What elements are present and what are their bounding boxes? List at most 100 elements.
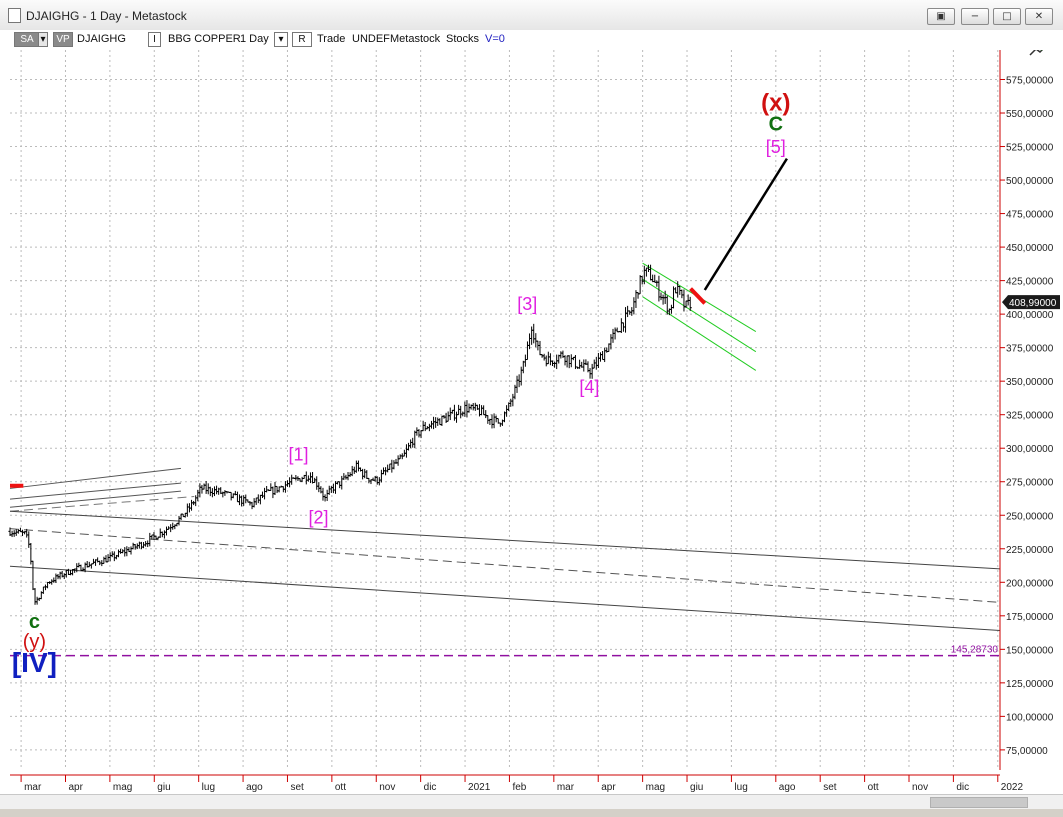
- x-tick-label: giu: [157, 782, 170, 793]
- maximize-button[interactable]: □: [993, 8, 1021, 25]
- y-tick-label: 525,00000: [1006, 143, 1054, 154]
- chart-grid: [10, 50, 1000, 770]
- x-tick-label: mar: [24, 782, 42, 793]
- stocks-label: Stocks: [446, 33, 480, 45]
- minimize-button[interactable]: −: [961, 8, 989, 25]
- y-tick-label: 350,00000: [1006, 377, 1054, 388]
- x-tick-label: dic: [956, 782, 969, 793]
- x-tick-label: giu: [690, 782, 703, 793]
- window-title: DJAIGHG - 1 Day - Metastock: [26, 9, 187, 23]
- metastock-label: Metastock: [390, 33, 441, 45]
- y-tick-label: 200,00000: [1006, 578, 1054, 589]
- trend-middle-dash: [9, 528, 1001, 603]
- y-axis-ticks: 575,00000 550,00000 525,00000 500,00000 475,…: [1000, 75, 1054, 757]
- title-bar: DJAIGHG - 1 Day - Metastock ▣ − □ ✕: [0, 0, 1063, 31]
- x-tick-label: nov: [912, 782, 928, 793]
- y-tick-label: 375,00000: [1006, 344, 1054, 355]
- x-tick-label: mag: [646, 782, 665, 793]
- x-tick-label: apr: [601, 782, 616, 793]
- sa-dropdown-icon[interactable]: ▾: [38, 32, 48, 47]
- trade-label[interactable]: Trade: [317, 33, 346, 45]
- y-tick-label: 575,00000: [1006, 75, 1054, 86]
- price-chart[interactable]: [1] [2] [3] [4] [5]C(x) c(y)[IV] 575,00000 550…: [0, 30, 1063, 802]
- y-tick-label: 550,00000: [1006, 109, 1054, 120]
- y-tick-label: 500,00000: [1006, 176, 1054, 187]
- y-tick-label: 150,00000: [1006, 645, 1054, 656]
- x-tick-label: ott: [335, 782, 346, 793]
- y-tick-label: 425,00000: [1006, 277, 1054, 288]
- fan-upper-dash: [9, 495, 195, 512]
- y-tick-label: 125,00000: [1006, 679, 1054, 690]
- y-tick-label: 450,00000: [1006, 243, 1054, 254]
- sa-button[interactable]: SA: [14, 32, 40, 47]
- x-tick-label: 2021: [468, 782, 491, 793]
- x-tick-label: mar: [557, 782, 575, 793]
- y-tick-label: 400,00000: [1006, 310, 1054, 321]
- chart-background: [0, 30, 1063, 802]
- period-dropdown-icon[interactable]: ▾: [274, 32, 288, 47]
- chart-toolbar: SA ▾ VP DJAIGHG I BBG COPPER 1 Day ▾ R T…: [0, 30, 1063, 50]
- wave-label: [IV]: [12, 647, 57, 678]
- price-bars: [8, 264, 692, 605]
- undef-label: UNDEF: [352, 33, 390, 45]
- wave-label: c: [29, 611, 40, 633]
- projection: [703, 157, 788, 291]
- wave-label: [3]: [517, 294, 537, 314]
- window-bottom-border: [0, 809, 1063, 817]
- wave-label: [4]: [579, 377, 599, 397]
- x-tick-label: set: [290, 782, 304, 793]
- i-box[interactable]: I: [148, 32, 161, 47]
- channel-mid: [642, 278, 757, 353]
- x-tick-label: mag: [113, 782, 132, 793]
- symbol-label[interactable]: DJAIGHG: [77, 33, 126, 45]
- document-icon: [8, 8, 21, 23]
- y-tick-label: 300,00000: [1006, 444, 1054, 455]
- x-tick-label: feb: [512, 782, 526, 793]
- x-tick-label: ago: [779, 782, 796, 793]
- y-tick-label: 250,00000: [1006, 511, 1054, 522]
- wave-label: (x): [761, 89, 790, 116]
- x-tick-label: ago: [246, 782, 263, 793]
- current-price-tag: 408,99000: [1002, 295, 1060, 310]
- x-tick-label: apr: [68, 782, 83, 793]
- period-label[interactable]: 1 Day: [240, 33, 269, 45]
- trend-lower: [9, 565, 1001, 632]
- x-tick-label: nov: [379, 782, 395, 793]
- x-tick-label: 2022: [1001, 782, 1024, 793]
- y-tick-label: 325,00000: [1006, 411, 1054, 422]
- wave-label: (y): [23, 631, 46, 653]
- y-tick-label: 175,00000: [1006, 612, 1054, 623]
- y-tick-label: 475,00000: [1006, 210, 1054, 221]
- wave-label: [1]: [289, 444, 309, 464]
- y-tick-label: 225,00000: [1006, 545, 1054, 556]
- x-axis-ticks: mar apr mag giu lug ago set ott nov dic 2021 feb mar…: [20, 775, 1024, 793]
- restore-icon[interactable]: ▣: [927, 8, 955, 25]
- current-price-label: 408,99000: [1009, 298, 1057, 309]
- y-tick-label: 275,00000: [1006, 478, 1054, 489]
- channel-bottom: [642, 296, 757, 371]
- y-tick-label: 75,00000: [1006, 746, 1048, 757]
- x-tick-label: lug: [734, 782, 747, 793]
- r-box[interactable]: R: [292, 32, 312, 47]
- x-tick-label: dic: [424, 782, 437, 793]
- y-tick-label: 100,00000: [1006, 712, 1054, 723]
- x-tick-label: ott: [868, 782, 879, 793]
- fan-upper-1: [9, 467, 181, 489]
- support-level-label: 145,28730: [951, 645, 999, 656]
- wave-label: [5]: [766, 137, 786, 157]
- trend-upper: [9, 510, 1001, 570]
- close-button[interactable]: ✕: [1025, 8, 1053, 25]
- fan-upper-2: [9, 482, 181, 500]
- horizontal-scrollbar[interactable]: [0, 794, 1063, 809]
- wave-label: C: [769, 113, 783, 135]
- x-tick-label: set: [823, 782, 837, 793]
- fan-upper-3: [9, 490, 181, 508]
- trend-lines: [9, 157, 1001, 657]
- vp-button[interactable]: VP: [53, 32, 73, 47]
- wave-labels: [1] [2] [3] [4] [5]C(x) c(y)[IV]: [12, 89, 791, 678]
- x-tick-label: lug: [202, 782, 215, 793]
- scrollbar-thumb[interactable]: [930, 797, 1028, 808]
- red-marker-right: [689, 287, 707, 305]
- v-label: V=0: [485, 33, 505, 45]
